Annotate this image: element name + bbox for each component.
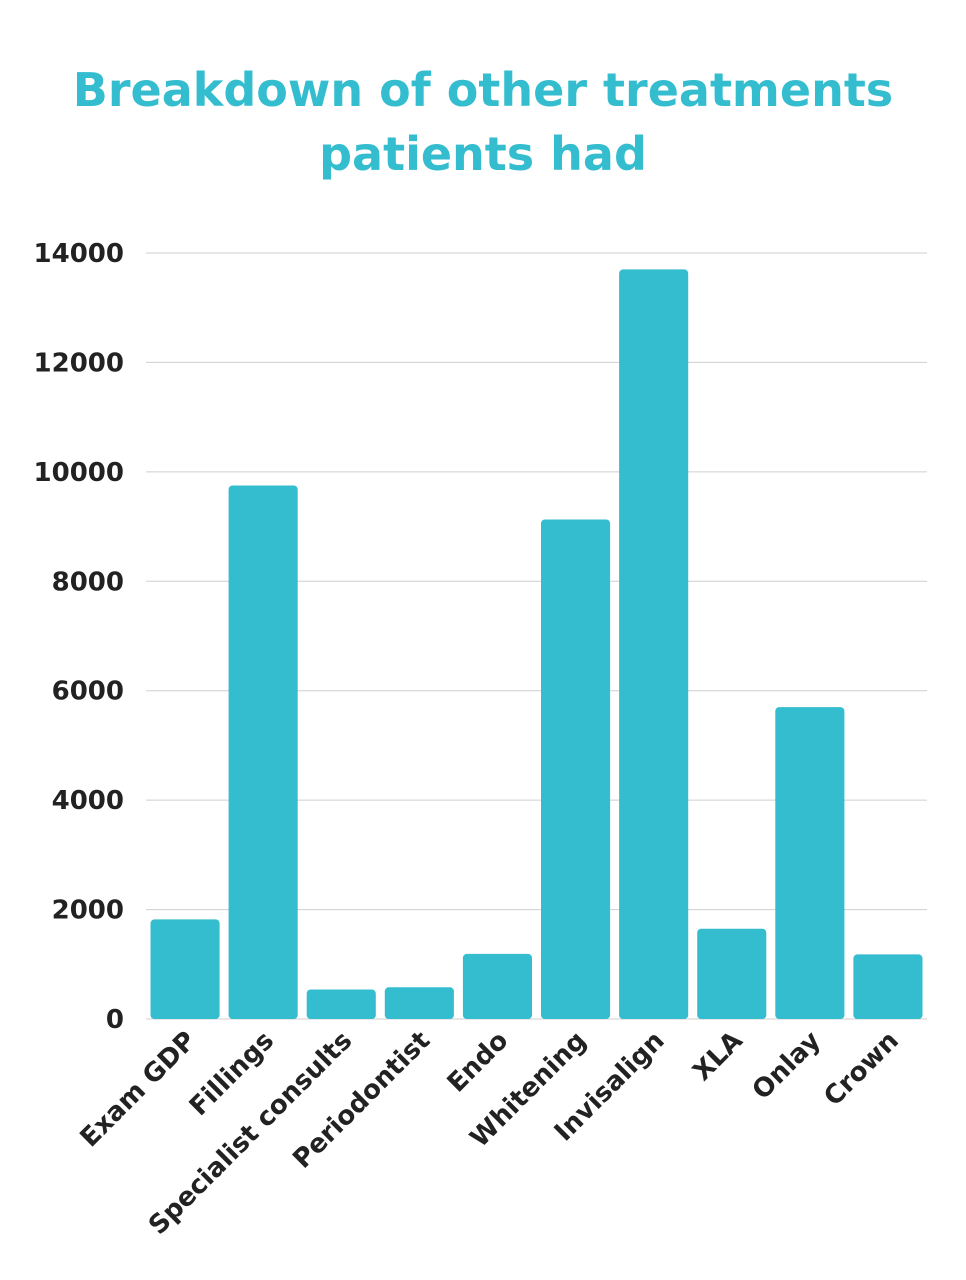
chart-bars xyxy=(150,269,923,1019)
y-tick-label: 10000 xyxy=(34,458,124,488)
x-category-label: Exam GDP xyxy=(75,1026,202,1153)
bar-onlay xyxy=(775,707,845,1019)
x-category-label: XLA xyxy=(687,1026,748,1087)
y-axis-tick-labels: 0 2000 4000 6000 8000 10000 12000 14000 xyxy=(34,239,124,1035)
bar-invisalign xyxy=(619,269,689,1019)
bar-whitening xyxy=(541,519,611,1019)
y-tick-label: 6000 xyxy=(52,677,124,707)
y-tick-label: 2000 xyxy=(52,896,124,926)
chart-title: Breakdown of other treatments patients h… xyxy=(0,58,966,186)
x-category-label: Periodontist xyxy=(287,1026,436,1175)
bar-fillings xyxy=(228,485,298,1019)
y-tick-label: 4000 xyxy=(52,786,124,816)
chart-title-line-1: Breakdown of other treatments xyxy=(72,63,894,117)
y-tick-label: 14000 xyxy=(34,239,124,269)
bar-endo xyxy=(462,953,532,1019)
x-category-label: Crown xyxy=(818,1026,904,1112)
bar-crown xyxy=(853,954,923,1019)
y-tick-label: 0 xyxy=(106,1005,124,1035)
x-category-label: Endo xyxy=(442,1026,515,1099)
bar-periodontist xyxy=(384,987,454,1019)
chart-title-line-2: patients had xyxy=(319,127,647,181)
y-tick-label: 8000 xyxy=(52,567,124,597)
bar-xla xyxy=(697,928,767,1019)
y-tick-label: 12000 xyxy=(34,348,124,378)
bar-exam-gdp xyxy=(150,919,220,1019)
x-category-label: Onlay xyxy=(747,1026,827,1106)
bar-specialist-consults xyxy=(306,989,376,1019)
